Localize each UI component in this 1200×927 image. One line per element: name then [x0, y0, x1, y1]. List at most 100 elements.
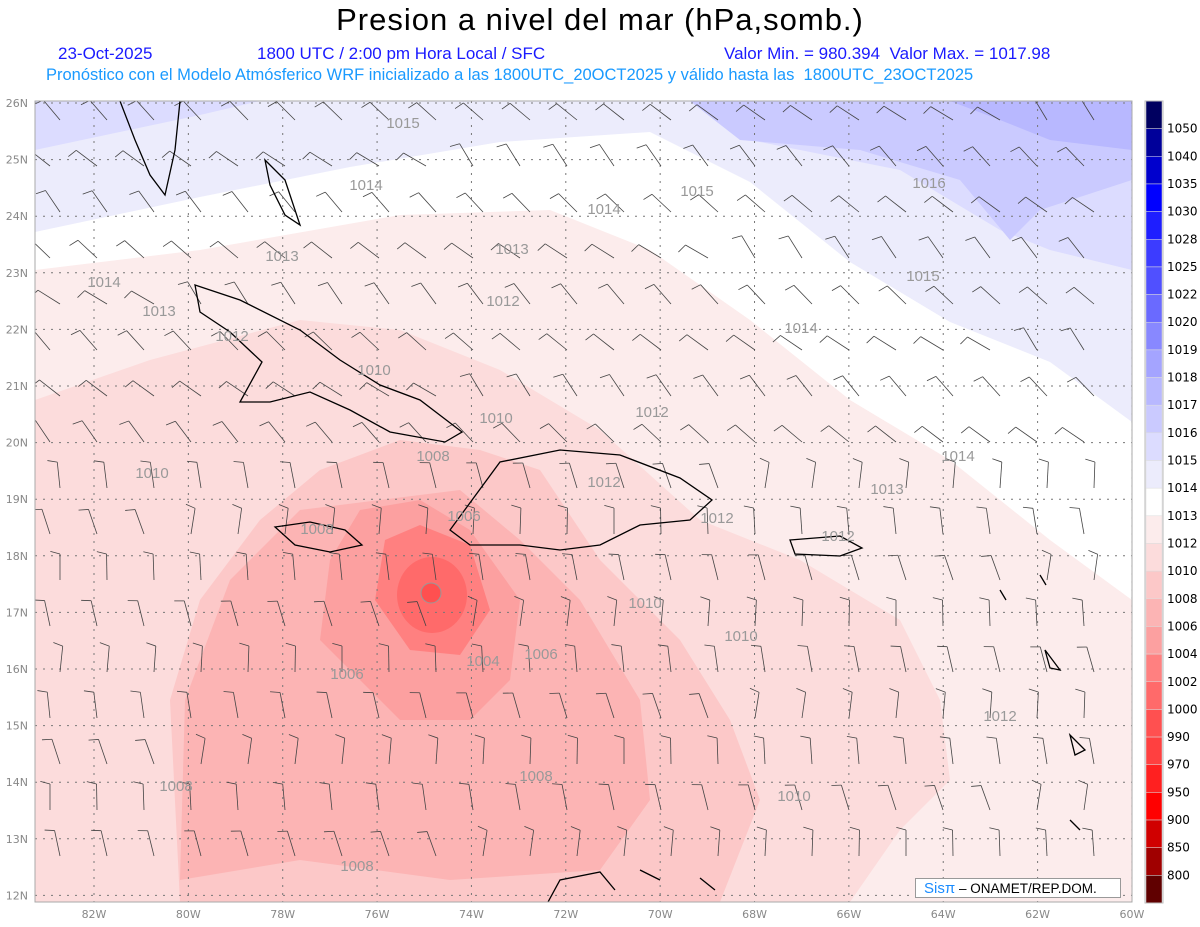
contour-label: 1010 — [724, 628, 757, 645]
wind-barb — [325, 504, 336, 535]
wind-barb — [210, 330, 239, 351]
wind-barb — [501, 102, 531, 121]
lon-tick-label: 64W — [931, 908, 956, 921]
wind-barb — [288, 734, 299, 765]
date-label: 23-Oct-2025 — [58, 44, 153, 63]
colorbar-swatch — [1145, 543, 1163, 572]
wind-barb — [604, 505, 615, 534]
wind-barb — [914, 426, 944, 443]
wind-barb — [749, 687, 760, 719]
wind-barb — [657, 644, 672, 673]
wind-barb — [710, 826, 721, 857]
lat-tick-label: 24N — [6, 210, 28, 223]
wind-barb — [883, 506, 897, 535]
wind-barb — [1065, 286, 1095, 305]
wind-barb — [375, 552, 390, 581]
wind-barb — [887, 554, 907, 581]
colorbar-label: 950 — [1167, 785, 1190, 799]
wind-barb — [195, 733, 206, 765]
wind-barb — [650, 505, 662, 535]
wind-barb — [446, 422, 474, 443]
wind-barb — [599, 374, 625, 397]
wind-barb — [586, 423, 615, 443]
wind-barb — [831, 784, 850, 811]
wind-barb — [491, 332, 521, 351]
wind-barb — [35, 420, 51, 443]
wind-barb — [524, 825, 535, 857]
wind-barb — [756, 826, 767, 857]
wind-barb — [971, 785, 991, 811]
wind-barb — [236, 551, 249, 581]
wind-barb — [1088, 549, 1099, 581]
colorbar-label: 1030 — [1167, 205, 1198, 219]
wind-barb — [965, 236, 991, 259]
wind-barb — [617, 826, 628, 857]
wind-barb — [41, 738, 61, 765]
wind-barb — [83, 690, 98, 719]
wind-barb — [539, 423, 568, 443]
lat-tick-label: 21N — [6, 380, 28, 393]
wind-barb — [259, 421, 286, 443]
wind-barb — [797, 645, 813, 673]
wind-barb — [595, 103, 625, 121]
wind-barb — [753, 735, 766, 765]
wind-barb — [913, 336, 944, 351]
wind-barb — [731, 235, 756, 259]
wind-barb — [783, 194, 813, 213]
colorbar-label: 900 — [1167, 813, 1190, 827]
colorbar-swatch — [1145, 598, 1163, 627]
wind-barb — [739, 374, 766, 397]
wind-barb — [518, 643, 531, 673]
wind-barb — [1013, 327, 1038, 351]
wind-barb — [836, 505, 850, 535]
wind-barb — [726, 424, 756, 443]
contour-label: 1015 — [680, 183, 713, 200]
wind-barb — [646, 374, 672, 397]
contour-label: 1006 — [330, 666, 363, 683]
wind-barb — [230, 830, 249, 857]
wind-barb — [504, 283, 531, 305]
wind-barb — [477, 825, 488, 857]
colorbar-label: 1035 — [1167, 177, 1198, 191]
wind-barb — [162, 240, 192, 259]
wind-barb — [746, 596, 757, 627]
wind-barb — [877, 195, 907, 213]
colorbar-label: 1006 — [1167, 619, 1198, 633]
wind-barb — [926, 376, 954, 397]
wind-barb — [326, 461, 343, 489]
wind-barb — [790, 505, 803, 535]
wind-barb — [352, 422, 380, 443]
wind-barb — [689, 693, 709, 719]
wind-barb — [35, 153, 51, 167]
colorbar-label: 1016 — [1167, 426, 1198, 440]
wind-barb — [844, 645, 860, 673]
colorbar-swatch — [1145, 156, 1163, 185]
wind-barb — [549, 692, 568, 719]
wind-barb — [86, 781, 98, 811]
wind-barb — [419, 462, 437, 489]
wind-barb — [691, 784, 709, 811]
wind-barb — [409, 192, 437, 213]
colorbar-label: 1019 — [1167, 343, 1198, 357]
wind-barb — [992, 458, 1003, 489]
wind-barb — [164, 330, 192, 351]
forecast-info: Pronóstico con el Modelo Atmósferico WRF… — [46, 66, 974, 84]
wind-barb — [174, 101, 202, 121]
wind-barb — [411, 282, 437, 305]
wind-barb — [399, 422, 427, 443]
wind-barb — [464, 504, 475, 535]
colorbar-label: 1010 — [1167, 564, 1198, 578]
contour-label: 1010 — [628, 595, 661, 612]
wind-barb — [793, 596, 804, 627]
wind-barb — [800, 735, 813, 765]
wind-barb — [596, 193, 625, 213]
min-max-label: Valor Min. = 980.394 Valor Max. = 1017.9… — [724, 44, 1051, 63]
coast-andros — [263, 158, 302, 227]
wind-barb — [1017, 196, 1048, 213]
colorbar-label: 1050 — [1167, 122, 1198, 136]
wind-barb — [409, 692, 427, 719]
wind-barb — [645, 783, 662, 811]
wind-barb — [559, 462, 578, 489]
wind-barb — [589, 144, 615, 167]
